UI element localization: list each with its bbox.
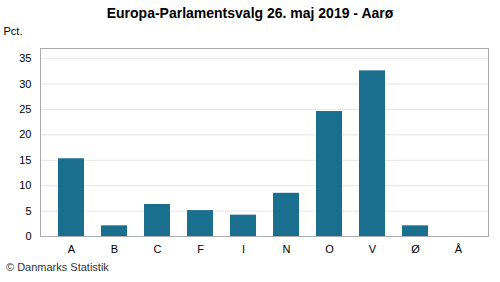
svg-text:F: F [197,243,204,255]
svg-text:35: 35 [19,52,31,64]
svg-text:25: 25 [19,103,31,115]
svg-text:20: 20 [19,128,31,140]
svg-text:Pct.: Pct. [4,25,23,37]
svg-text:N: N [283,243,291,255]
html-text:© Danmarks Statistik: © Danmarks Statistik [6,261,109,273]
svg-text:10: 10 [19,179,31,191]
svg-text:0: 0 [25,230,31,242]
svg-text:V: V [369,243,377,255]
svg-text:C: C [154,243,162,255]
svg-text:30: 30 [19,78,31,90]
svg-text:5: 5 [25,205,31,217]
svg-text:A: A [68,243,76,255]
svg-text:I: I [242,243,245,255]
svg-text:Å: Å [455,243,463,255]
svg-text:B: B [111,243,118,255]
svg-text:O: O [325,243,334,255]
svg-text:Ø: Ø [411,243,420,255]
html-text:Europa-Parlamentsvalg 26. maj: Europa-Parlamentsvalg 26. maj 2019 - Aar… [106,5,394,21]
svg-text:15: 15 [19,154,31,166]
